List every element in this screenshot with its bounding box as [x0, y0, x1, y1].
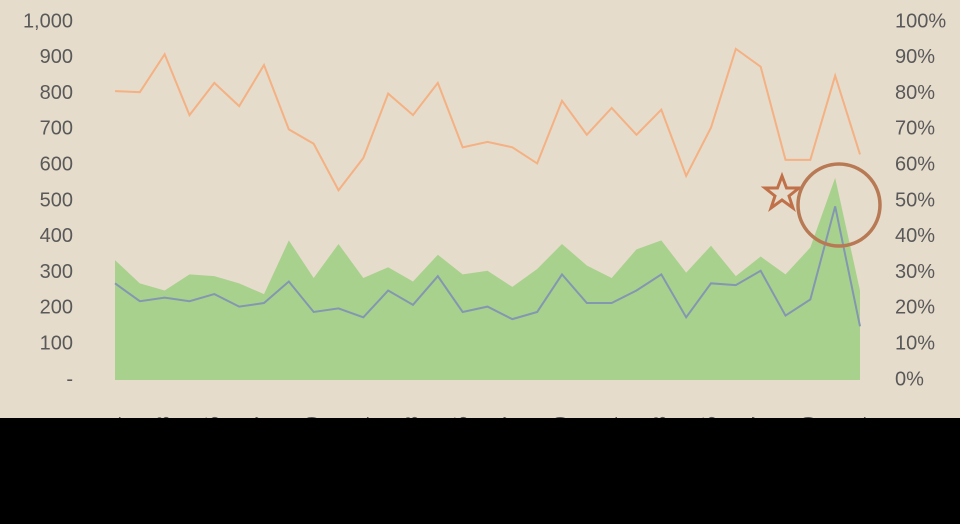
y2-tick-label: 100% — [895, 10, 946, 32]
y2-tick-label: 20% — [895, 297, 935, 319]
y2-tick-label: 10% — [895, 332, 935, 354]
y-tick-label: 900 — [40, 46, 73, 68]
y-tick-label: 700 — [40, 118, 73, 140]
black-band — [0, 418, 960, 524]
y-tick-label: 1,000 — [23, 10, 73, 32]
star-annotation — [760, 171, 804, 212]
y-tick-label: 200 — [40, 297, 73, 319]
circle-annotation — [796, 162, 882, 248]
y-tick-label: 100 — [40, 332, 73, 354]
y-tick-label: - — [66, 368, 73, 390]
y-tick-label: 500 — [40, 189, 73, 211]
y-tick-label: 300 — [40, 261, 73, 283]
y2-tick-label: 70% — [895, 118, 935, 140]
y-tick-label: 800 — [40, 82, 73, 104]
y2-tick-label: 90% — [895, 46, 935, 68]
y2-tick-label: 60% — [895, 153, 935, 175]
y2-tick-label: 50% — [895, 189, 935, 211]
y2-tick-label: 80% — [895, 82, 935, 104]
line-series — [114, 47, 861, 193]
area-series — [115, 177, 860, 380]
y2-tick-label: 0% — [895, 368, 924, 390]
y-tick-label: 400 — [40, 225, 73, 247]
annotations — [760, 162, 882, 248]
y-tick-label: 600 — [40, 153, 73, 175]
y2-tick-label: 30% — [895, 261, 935, 283]
y2-tick-label: 40% — [895, 225, 935, 247]
line-series — [114, 206, 861, 327]
